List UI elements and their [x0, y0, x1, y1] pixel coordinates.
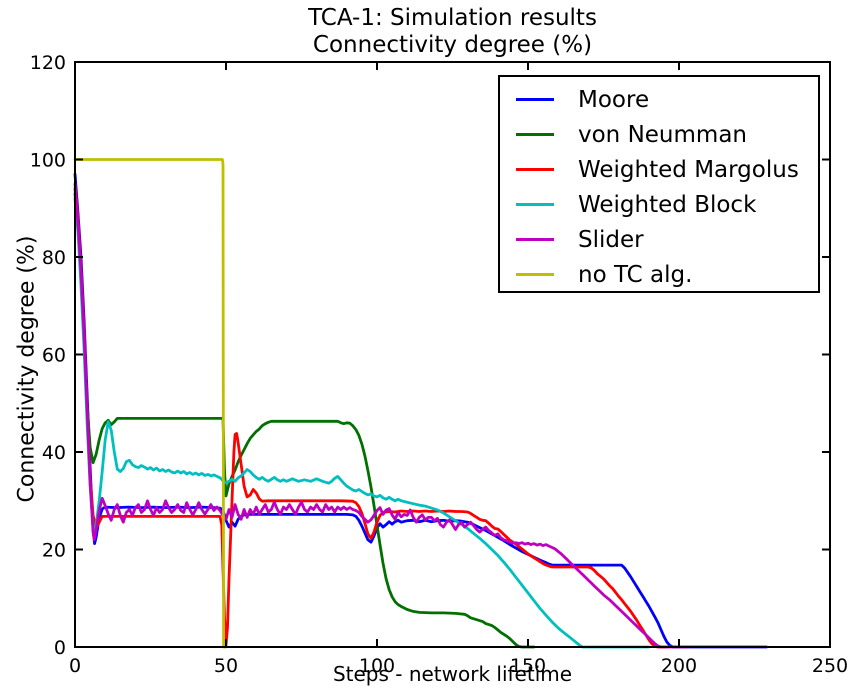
- legend-label: von Neumman: [578, 121, 747, 148]
- x-axis-label: Steps - network lifetime: [332, 662, 573, 686]
- chart-subtitle: Connectivity degree (%): [312, 32, 593, 58]
- legend-item-weighted-block: Weighted Block: [500, 187, 818, 222]
- series-line-no-tc-alg: [73, 158, 228, 649]
- legend-item-weighted-margolus: Weighted Margolus: [500, 152, 818, 187]
- legend-line-slider: [516, 238, 554, 241]
- legend: Moore von Neumman Weighted Margolus Weig…: [498, 75, 820, 293]
- legend-line-von-neumman: [516, 133, 554, 136]
- legend-line-moore: [516, 98, 554, 101]
- x-tick-label: 250: [812, 655, 848, 677]
- legend-label: Moore: [578, 86, 650, 113]
- series-line-slider: [73, 187, 690, 649]
- legend-item-no-tc-alg: no TC alg.: [500, 257, 818, 292]
- legend-item-moore: Moore: [500, 82, 818, 117]
- legend-label: Weighted Margolus: [578, 156, 799, 183]
- y-tick-label: 60: [42, 345, 66, 367]
- chart-title: TCA-1: Simulation results: [308, 5, 597, 31]
- legend-label: Slider: [578, 226, 644, 253]
- x-tick-label: 0: [69, 655, 81, 677]
- series-line-von-neumman: [73, 192, 536, 649]
- legend-line-weighted-block: [516, 203, 554, 206]
- y-tick-label: 40: [42, 442, 66, 464]
- legend-line-no-tc-alg: [516, 273, 554, 276]
- x-tick-label: 100: [359, 655, 395, 677]
- y-tick-label: 0: [54, 637, 66, 659]
- y-axis-label: Connectivity degree (%): [14, 235, 40, 503]
- legend-label: Weighted Block: [578, 191, 757, 218]
- y-tick-label: 100: [30, 150, 66, 172]
- legend-item-von-neumman: von Neumman: [500, 117, 818, 152]
- x-tick-label: 200: [661, 655, 697, 677]
- y-tick-label: 20: [42, 540, 66, 562]
- y-tick-label: 120: [30, 52, 66, 74]
- x-tick-label: 150: [510, 655, 546, 677]
- legend-label: no TC alg.: [578, 261, 693, 288]
- series-line-weighted-block: [73, 197, 651, 649]
- x-tick-label: 50: [214, 655, 238, 677]
- y-tick-label: 80: [42, 247, 66, 269]
- legend-line-weighted-margolus: [516, 168, 554, 171]
- legend-item-slider: Slider: [500, 222, 818, 257]
